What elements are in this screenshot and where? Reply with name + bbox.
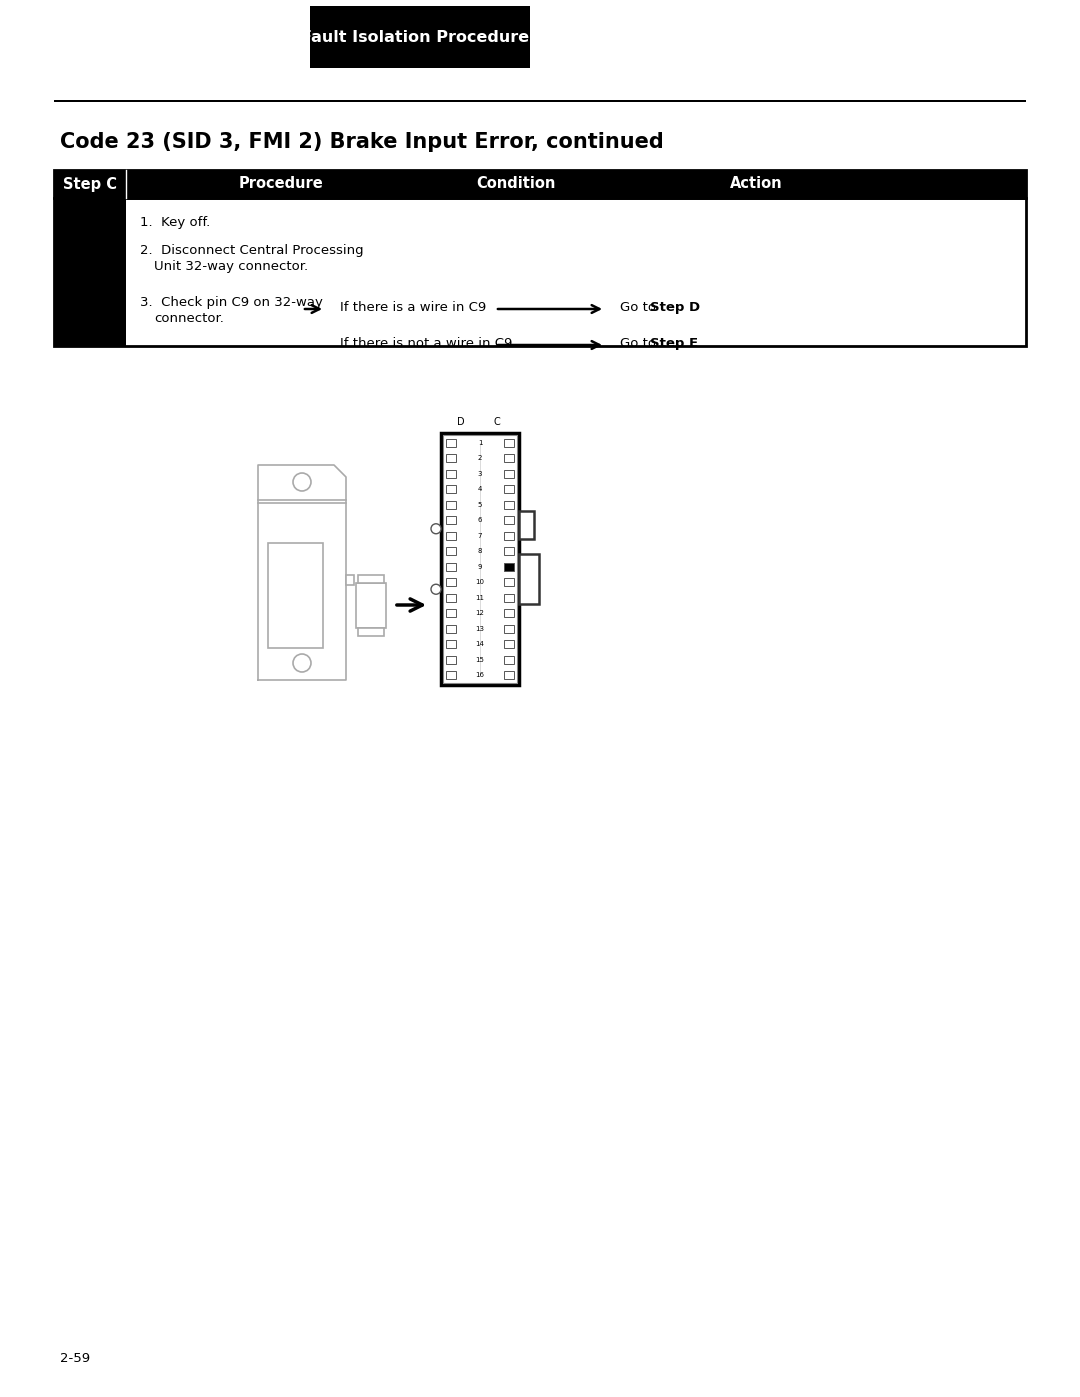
Bar [504, 624, 514, 633]
Bar [446, 655, 456, 664]
Bar [446, 594, 456, 602]
Text: 11: 11 [475, 595, 485, 601]
Text: Unit 32-way connector.: Unit 32-way connector. [154, 260, 308, 272]
Text: C: C [494, 416, 500, 427]
Bar [446, 532, 456, 539]
Bar [446, 563, 456, 571]
Circle shape [293, 474, 311, 490]
Text: 6: 6 [477, 517, 483, 524]
Bar [446, 640, 456, 648]
Text: 14: 14 [475, 641, 485, 647]
Circle shape [431, 524, 441, 534]
Bar [268, 543, 323, 648]
Bar [504, 548, 514, 555]
Bar [446, 502, 456, 509]
Bar [519, 555, 539, 605]
Text: 12: 12 [475, 610, 485, 616]
Text: Action: Action [730, 176, 782, 191]
Bar [504, 671, 514, 679]
Text: Fault Isolation Procedures: Fault Isolation Procedures [301, 29, 539, 45]
Text: 16: 16 [475, 672, 485, 678]
Bar [446, 624, 456, 633]
Bar [504, 578, 514, 587]
Text: Go to: Go to [620, 300, 660, 314]
Text: 13: 13 [475, 626, 485, 631]
Bar [357, 576, 384, 583]
Text: connector.: connector. [154, 312, 224, 326]
Text: D: D [457, 416, 464, 427]
Text: 4: 4 [477, 486, 482, 492]
Bar [504, 640, 514, 648]
Text: Step E: Step E [650, 337, 698, 351]
Text: Code 23 (SID 3, FMI 2) Brake Input Error, continued: Code 23 (SID 3, FMI 2) Brake Input Error… [60, 131, 664, 152]
Text: Go to: Go to [620, 337, 660, 351]
Text: 2-59: 2-59 [60, 1352, 90, 1365]
Circle shape [293, 654, 311, 672]
Bar [357, 629, 384, 636]
Text: Condition: Condition [476, 176, 556, 191]
Bar [446, 609, 456, 617]
Bar [504, 485, 514, 493]
Bar [441, 433, 519, 685]
Text: If there is not a wire in C9: If there is not a wire in C9 [340, 337, 512, 351]
Bar [54, 101, 1026, 102]
Text: 10: 10 [475, 580, 485, 585]
Bar [504, 594, 514, 602]
Bar [54, 170, 1026, 198]
Text: 1.  Key off.: 1. Key off. [140, 217, 211, 229]
Circle shape [431, 584, 441, 594]
Bar [504, 609, 514, 617]
Text: 3.  Check pin C9 on 32-way: 3. Check pin C9 on 32-way [140, 296, 323, 309]
Text: If there is a wire in C9: If there is a wire in C9 [340, 300, 486, 314]
Bar [443, 434, 517, 683]
Text: 7: 7 [477, 532, 483, 539]
Text: 2.  Disconnect Central Processing: 2. Disconnect Central Processing [140, 244, 364, 257]
Bar [446, 454, 456, 462]
Bar [54, 198, 1026, 346]
Bar [504, 517, 514, 524]
Bar [446, 469, 456, 478]
Bar [504, 532, 514, 539]
Bar [446, 578, 456, 587]
Bar [346, 576, 354, 585]
Bar [310, 6, 530, 68]
Text: Step C: Step C [63, 176, 117, 191]
Text: .: . [692, 300, 697, 314]
Text: 3: 3 [477, 471, 483, 476]
Text: 8: 8 [477, 548, 483, 555]
Text: 2: 2 [477, 455, 482, 461]
Bar [446, 517, 456, 524]
Bar [504, 563, 514, 571]
Text: 1: 1 [477, 440, 483, 446]
Bar [519, 511, 534, 539]
Text: 9: 9 [477, 564, 483, 570]
Bar [356, 583, 386, 629]
Bar [504, 439, 514, 447]
Text: 15: 15 [475, 657, 485, 662]
Bar [54, 198, 126, 346]
Bar [446, 485, 456, 493]
Bar [504, 502, 514, 509]
Bar [504, 469, 514, 478]
Bar [446, 548, 456, 555]
Text: 5: 5 [477, 502, 482, 509]
Bar [504, 454, 514, 462]
Text: Step D: Step D [650, 300, 700, 314]
Bar [504, 655, 514, 664]
Text: .: . [692, 337, 697, 351]
Text: Procedure: Procedure [239, 176, 323, 191]
Bar [446, 671, 456, 679]
Bar [446, 439, 456, 447]
